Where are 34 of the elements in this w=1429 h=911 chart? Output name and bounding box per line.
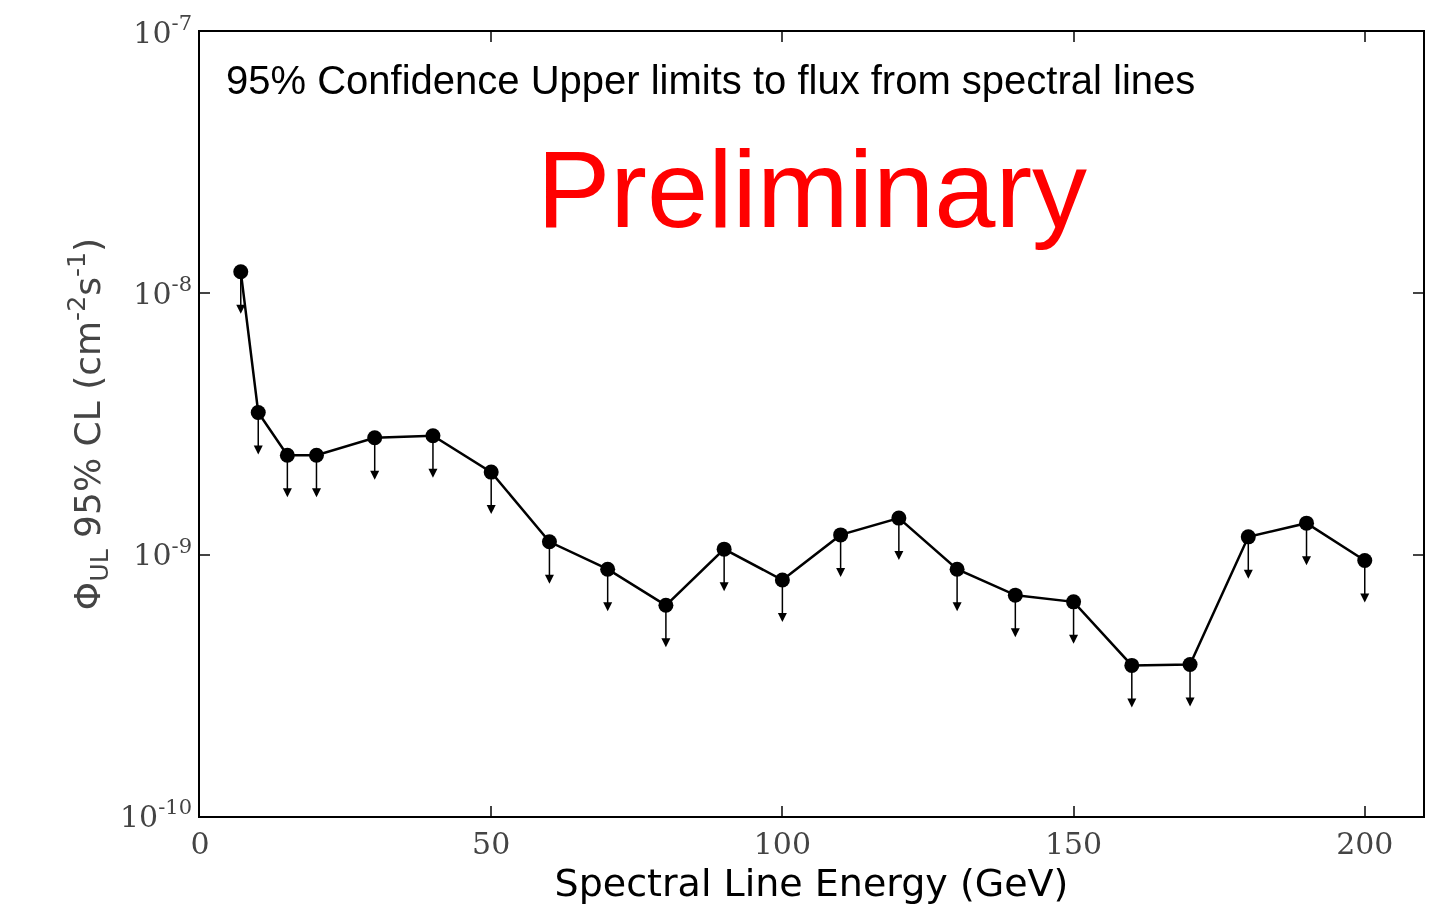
point [891, 510, 907, 526]
point [1357, 552, 1373, 568]
y-tick-label: 10$^{-8}$ [133, 272, 192, 311]
point [1182, 656, 1198, 672]
point [425, 428, 441, 444]
point [716, 541, 732, 557]
x-tick-label: 100 [753, 826, 812, 861]
point [600, 561, 616, 577]
point [367, 430, 383, 446]
x-tick-label: 150 [1044, 826, 1103, 861]
y-tick-label: 10$^{-9}$ [133, 533, 192, 573]
annotation: 95% Confidence Upper limits to flux from spectral lines [226, 58, 1196, 102]
point [308, 447, 324, 463]
point [1066, 594, 1082, 610]
point [658, 597, 674, 613]
y-tick-label: 10$^{-10}$ [119, 794, 192, 834]
y-tick-label: 10$^{-7}$ [133, 10, 192, 50]
x-axis-title: Spectral Line Energy (GeV) [554, 861, 1069, 905]
point [233, 264, 249, 280]
x-tick-label: 200 [1336, 826, 1394, 861]
point [833, 527, 849, 543]
x-tick-label: 50 [472, 826, 511, 861]
point [949, 561, 965, 577]
x-tick-label: 0 [190, 826, 210, 861]
point [1299, 515, 1315, 531]
point [1007, 587, 1023, 603]
point [250, 404, 266, 420]
point [279, 447, 295, 463]
point [1240, 529, 1256, 545]
annotation: Preliminary [537, 127, 1088, 250]
point [483, 464, 499, 480]
point [1124, 657, 1140, 673]
point [541, 534, 557, 550]
point [774, 572, 790, 588]
